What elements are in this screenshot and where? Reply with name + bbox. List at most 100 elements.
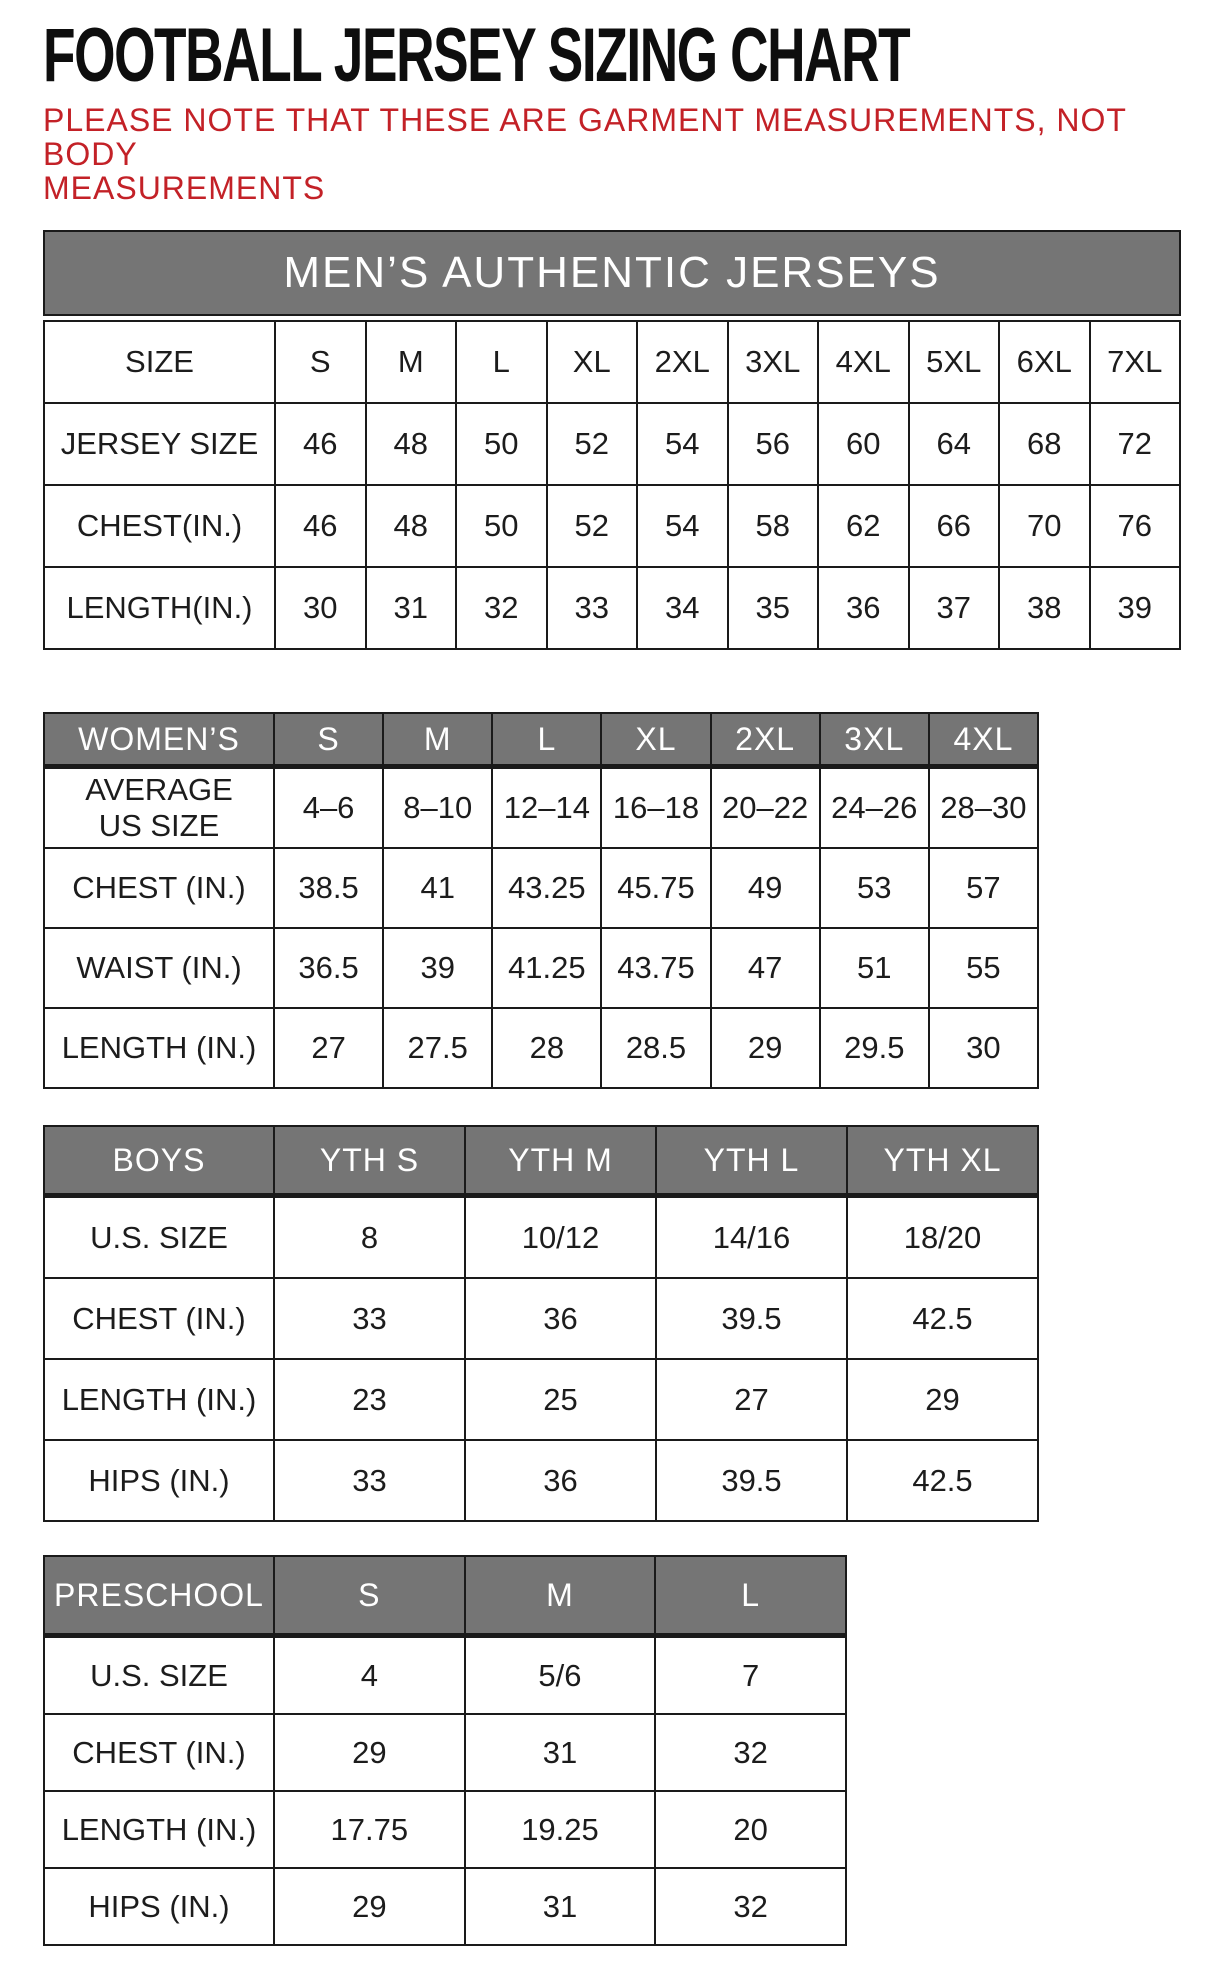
cell: 31 (463, 1867, 657, 1946)
cell: 20 (654, 1790, 847, 1869)
measurement-note-line1: PLEASE NOTE THAT THESE ARE GARMENT MEASU… (43, 102, 1127, 172)
cell: 41 (382, 847, 494, 929)
cell: 4–6 (272, 765, 385, 849)
mens-table: SIZE S M L XL 2XL 3XL 4XL 5XL 6XL 7XL JE… (43, 320, 1181, 650)
cell: 36 (817, 566, 910, 650)
column-header: M (382, 712, 494, 769)
boys-chest-row: CHEST (IN.) 33 36 39.5 42.5 (43, 1277, 1039, 1360)
measurement-note-line2: MEASUREMENTS (43, 170, 326, 206)
row-label: CHEST (IN.) (43, 1713, 275, 1792)
row-label: CHEST (IN.) (43, 847, 275, 929)
cell: 27.5 (382, 1007, 494, 1089)
cell: 38.5 (272, 847, 385, 929)
womens-table: WOMEN’S S M L XL 2XL 3XL 4XL AVERAGE US … (43, 712, 1040, 1089)
cell: 23 (273, 1358, 466, 1441)
column-header: YTH L (655, 1125, 848, 1198)
cell: 14/16 (655, 1194, 848, 1279)
column-header: YTH XL (846, 1125, 1039, 1198)
cell: 34 (636, 566, 729, 650)
cell: S (274, 320, 367, 404)
cell: 4 (273, 1634, 466, 1715)
cell: 25 (464, 1358, 657, 1441)
cell: 16–18 (600, 765, 712, 849)
cell: 43.75 (600, 927, 712, 1009)
mens-length-row: LENGTH(IN.) 30 31 32 33 34 35 36 37 38 3… (43, 566, 1181, 650)
cell: 39 (1088, 566, 1181, 650)
mens-table-title: MEN’S AUTHENTIC JERSEYS (43, 230, 1181, 316)
mens-jersey-size-row: JERSEY SIZE 46 48 50 52 54 56 60 64 68 7… (43, 402, 1181, 486)
column-header: S (272, 712, 385, 769)
cell: 42.5 (846, 1277, 1039, 1360)
cell: 53 (818, 847, 930, 929)
cell: 20–22 (709, 765, 821, 849)
boys-us-size-row: U.S. SIZE 8 10/12 14/16 18/20 (43, 1194, 1039, 1279)
preschool-table: PRESCHOOL S M L U.S. SIZE 4 5/6 7 CHEST … (43, 1555, 847, 1946)
row-label: CHEST(IN.) (43, 484, 276, 568)
column-header: M (463, 1555, 657, 1638)
row-label: LENGTH (IN.) (43, 1358, 275, 1441)
cell: XL (545, 320, 638, 404)
cell: 27 (272, 1007, 385, 1089)
cell: 7XL (1088, 320, 1181, 404)
cell: 57 (927, 847, 1040, 929)
row-label: HIPS (IN.) (43, 1867, 275, 1946)
column-header: S (273, 1555, 466, 1638)
cell: 28–30 (927, 765, 1040, 849)
preschool-table-title: PRESCHOOL (43, 1555, 275, 1638)
preschool-length-row: LENGTH (IN.) 17.75 19.25 20 (43, 1790, 847, 1869)
cell: 32 (455, 566, 548, 650)
cell: 49 (709, 847, 821, 929)
cell: 58 (726, 484, 819, 568)
preschool-us-size-row: U.S. SIZE 4 5/6 7 (43, 1634, 847, 1715)
womens-table-title: WOMEN’S (43, 712, 275, 769)
cell: 8–10 (382, 765, 494, 849)
column-header: 3XL (818, 712, 930, 769)
cell: 39.5 (655, 1277, 848, 1360)
cell: 52 (545, 402, 638, 486)
cell: 55 (927, 927, 1040, 1009)
cell: 60 (817, 402, 910, 486)
cell: 30 (927, 1007, 1040, 1089)
row-label: JERSEY SIZE (43, 402, 276, 486)
cell: 17.75 (273, 1790, 466, 1869)
cell: 46 (274, 484, 367, 568)
cell: 29 (273, 1713, 466, 1792)
cell: 66 (907, 484, 1000, 568)
cell: 42.5 (846, 1439, 1039, 1522)
column-header: L (491, 712, 603, 769)
cell: 10/12 (464, 1194, 657, 1279)
cell: 12–14 (491, 765, 603, 849)
boys-table: BOYS YTH S YTH M YTH L YTH XL U.S. SIZE … (43, 1125, 1039, 1522)
cell: 6XL (998, 320, 1091, 404)
cell: 32 (654, 1713, 847, 1792)
cell: 47 (709, 927, 821, 1009)
cell: 36.5 (272, 927, 385, 1009)
cell: 68 (998, 402, 1091, 486)
cell: L (455, 320, 548, 404)
cell: 70 (998, 484, 1091, 568)
cell: 39.5 (655, 1439, 848, 1522)
cell: 35 (726, 566, 819, 650)
row-label: AVERAGE US SIZE (43, 765, 275, 849)
row-label: WAIST (IN.) (43, 927, 275, 1009)
cell: 50 (455, 484, 548, 568)
cell: 28.5 (600, 1007, 712, 1089)
row-label: LENGTH (IN.) (43, 1790, 275, 1869)
preschool-hips-row: HIPS (IN.) 29 31 32 (43, 1867, 847, 1946)
column-header: YTH M (464, 1125, 657, 1198)
boys-header-row: BOYS YTH S YTH M YTH L YTH XL (43, 1125, 1039, 1198)
cell: 29 (846, 1358, 1039, 1441)
cell: 43.25 (491, 847, 603, 929)
womens-header-row: WOMEN’S S M L XL 2XL 3XL 4XL (43, 712, 1040, 769)
cell: 24–26 (818, 765, 930, 849)
cell: 19.25 (463, 1790, 657, 1869)
cell: 37 (907, 566, 1000, 650)
cell: M (364, 320, 457, 404)
column-header: YTH S (273, 1125, 466, 1198)
measurement-note: PLEASE NOTE THAT THESE ARE GARMENT MEASU… (43, 103, 1220, 205)
row-label: LENGTH(IN.) (43, 566, 276, 650)
cell: 51 (818, 927, 930, 1009)
cell: 5XL (907, 320, 1000, 404)
cell: 32 (654, 1867, 847, 1946)
